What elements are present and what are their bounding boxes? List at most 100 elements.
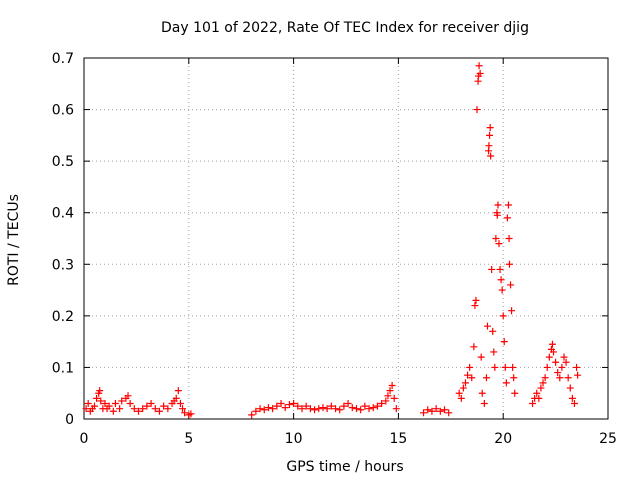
data-point-marker [552, 358, 560, 366]
data-point-marker [455, 389, 463, 397]
data-point-marker [507, 281, 515, 289]
data-point-marker [105, 402, 113, 410]
data-point-marker [496, 265, 504, 273]
data-point-marker [505, 260, 513, 268]
data-point-marker [172, 394, 180, 402]
data-point-marker [498, 286, 506, 294]
data-point-marker [392, 405, 400, 413]
data-point-marker [155, 407, 163, 415]
data-point-marker [533, 389, 541, 397]
data-point-marker [151, 405, 159, 413]
data-point-marker [466, 363, 474, 371]
data-point-marker [468, 374, 476, 382]
y-tick-label: 0.5 [52, 154, 74, 170]
data-point-marker [543, 363, 551, 371]
data-point-marker [502, 379, 510, 387]
data-point-marker [470, 343, 478, 351]
data-point-marker [445, 409, 453, 417]
data-point-marker [560, 353, 568, 361]
data-point-marker [566, 384, 574, 392]
x-tick-label: 5 [184, 431, 193, 447]
data-point-marker [535, 394, 543, 402]
data-point-marker [556, 374, 564, 382]
data-point-marker [187, 410, 195, 418]
data-point-marker [277, 400, 285, 408]
data-point-marker [495, 240, 503, 248]
data-point-marker [548, 340, 556, 348]
data-point-marker [369, 404, 377, 412]
data-points [82, 62, 582, 419]
data-point-marker [483, 322, 491, 330]
data-point-marker [485, 142, 493, 150]
data-point-marker [357, 406, 365, 414]
data-point-marker [388, 381, 396, 389]
y-axis-label: ROTI / TECUs [6, 194, 22, 286]
data-point-marker [109, 407, 117, 415]
data-point-marker [499, 312, 507, 320]
data-point-marker [332, 405, 340, 413]
grid-lines [84, 58, 608, 419]
data-point-marker [436, 407, 444, 415]
data-point-marker [302, 402, 310, 410]
x-tick-label: 15 [389, 431, 407, 447]
data-point-marker [176, 400, 184, 408]
y-tick-label: 0.1 [52, 360, 74, 376]
data-point-marker [420, 409, 428, 417]
data-point-marker [501, 363, 509, 371]
data-point-marker [505, 235, 513, 242]
data-point-marker [285, 401, 293, 409]
data-point-marker [134, 407, 142, 415]
data-point-marker [373, 402, 381, 410]
data-point-marker [174, 387, 182, 395]
data-point-marker [352, 405, 360, 413]
data-point-marker [82, 405, 90, 413]
data-point-marker [490, 348, 498, 356]
y-tick-label: 0.7 [52, 51, 74, 67]
data-point-marker [344, 400, 352, 408]
data-point-marker [273, 402, 281, 410]
data-point-marker [564, 374, 572, 382]
data-point-marker [281, 404, 289, 412]
data-point-marker [143, 402, 151, 410]
data-point-marker [124, 392, 132, 400]
data-point-marker [390, 394, 398, 402]
y-tick-label: 0.2 [52, 309, 74, 325]
data-point-marker [93, 394, 101, 402]
data-point-marker [164, 405, 172, 413]
data-point-marker [428, 407, 436, 415]
data-point-marker [441, 406, 449, 414]
data-point-marker [340, 402, 348, 410]
data-point-marker [477, 353, 485, 361]
data-point-marker [476, 69, 484, 77]
data-point-marker [503, 214, 511, 222]
data-point-marker [539, 379, 547, 387]
data-point-marker [497, 276, 505, 284]
data-point-marker [508, 307, 516, 315]
data-point-marker [493, 211, 501, 219]
data-point-marker [97, 397, 105, 405]
data-point-marker [306, 405, 314, 413]
data-point-marker [323, 405, 331, 413]
data-point-marker [126, 400, 134, 408]
data-point-marker [464, 371, 472, 379]
data-point-marker [487, 152, 495, 160]
data-point-marker [432, 405, 440, 413]
data-point-marker [475, 62, 483, 70]
data-point-marker [482, 374, 490, 382]
data-point-marker [311, 406, 319, 414]
data-point-marker [500, 338, 508, 346]
data-point-marker [473, 106, 481, 114]
data-point-marker [492, 235, 500, 242]
y-tick-label: 0.6 [52, 103, 74, 119]
data-point-marker [294, 402, 302, 410]
data-point-marker [248, 411, 256, 419]
data-point-marker [545, 353, 553, 361]
data-point-marker [510, 374, 518, 382]
data-point-marker [96, 387, 104, 395]
data-point-marker [478, 389, 486, 397]
y-axis: 0 0.1 0.2 0.3 0.4 0.5 0.6 0.7 [52, 51, 608, 428]
data-point-marker [486, 131, 494, 139]
data-point-marker [147, 400, 155, 408]
data-point-marker [118, 397, 126, 405]
chart-title: Day 101 of 2022, Rate Of TEC Index for r… [161, 20, 529, 36]
